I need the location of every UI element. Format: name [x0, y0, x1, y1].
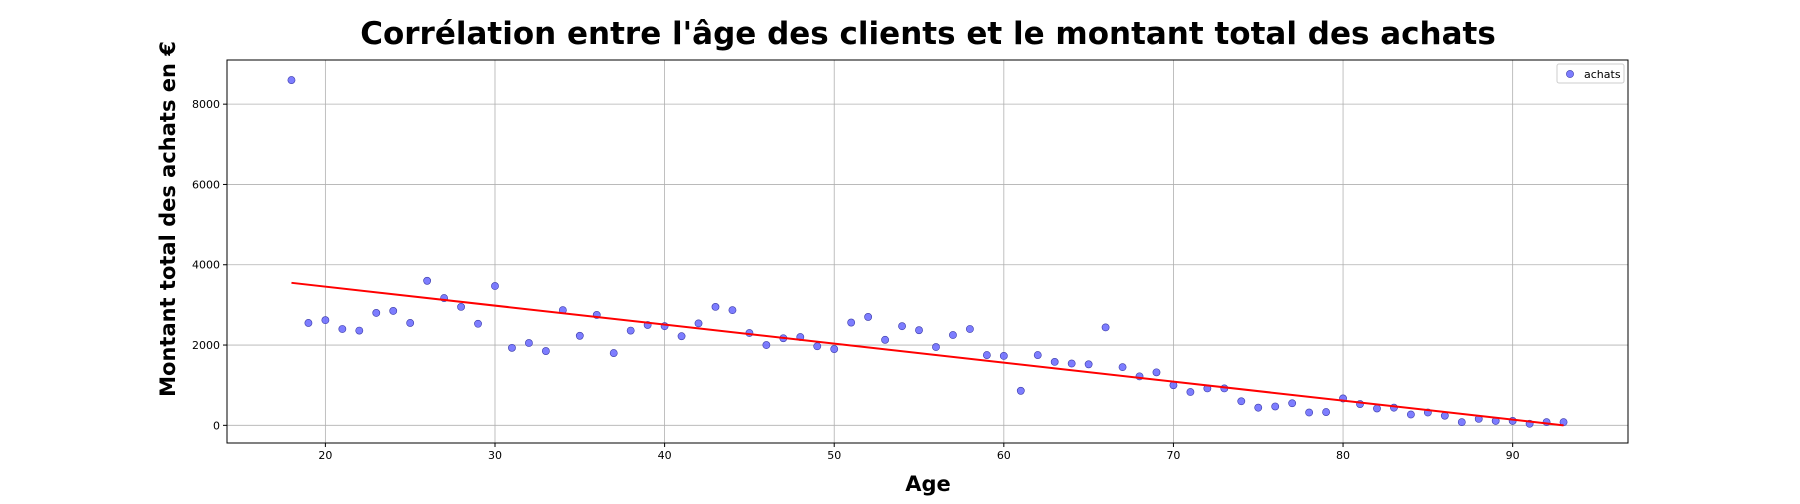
x-tick-label: 20 — [318, 449, 332, 462]
x-tick-label: 70 — [1166, 449, 1180, 462]
data-point — [915, 326, 923, 335]
data-point — [999, 351, 1008, 360]
data-point — [982, 351, 991, 359]
data-point — [321, 316, 330, 325]
data-point — [881, 335, 889, 344]
y-tick-label: 6000 — [192, 178, 220, 191]
data-point — [491, 282, 499, 290]
x-tick-label: 40 — [658, 449, 672, 462]
data-point — [457, 303, 465, 311]
data-point — [355, 326, 364, 335]
data-point — [423, 276, 432, 285]
data-point — [1186, 388, 1195, 396]
legend-box — [1556, 63, 1625, 84]
data-point — [932, 343, 940, 351]
plot-area: 20 30 40 50 60 70 80 90 0 2000 4000 6000 8000 achats — [192, 59, 1629, 462]
data-point — [1406, 410, 1415, 419]
data-point — [966, 325, 974, 333]
data-point — [338, 325, 347, 333]
data-point — [609, 349, 618, 357]
data-point — [1559, 418, 1568, 427]
data-point — [287, 76, 296, 84]
chart-title: Corrélation entre l'âge des clients et l… — [360, 16, 1496, 52]
data-point — [1084, 360, 1093, 369]
data-point — [304, 319, 313, 327]
data-point — [1373, 404, 1381, 413]
x-tick-label: 30 — [488, 449, 502, 462]
data-point — [762, 341, 771, 349]
data-point — [1457, 418, 1466, 427]
regression-line — [291, 281, 1564, 427]
data-point — [1254, 403, 1263, 412]
data-point — [898, 322, 906, 331]
data-point — [949, 331, 957, 339]
data-point — [1067, 359, 1076, 368]
data-point — [1050, 358, 1059, 366]
data-point — [677, 332, 686, 341]
data-point — [389, 307, 398, 315]
data-point — [1271, 402, 1280, 411]
x-tick-label: 80 — [1336, 449, 1350, 462]
x-tick-label: 90 — [1506, 449, 1520, 462]
y-tick-label: 4000 — [192, 259, 220, 272]
data-point — [1288, 399, 1297, 408]
data-point — [575, 331, 584, 340]
data-point — [1033, 351, 1042, 359]
data-point — [474, 319, 482, 328]
data-point — [847, 318, 856, 327]
data-point — [1305, 408, 1314, 417]
legend-marker — [1566, 70, 1574, 78]
data-point — [1322, 408, 1330, 416]
data-point — [1237, 397, 1246, 406]
x-tick-label: 60 — [997, 449, 1011, 462]
y-tick-label: 2000 — [192, 339, 220, 352]
data-point — [1101, 323, 1110, 332]
data-point — [626, 326, 635, 335]
data-point — [525, 339, 533, 347]
axes-frame — [226, 59, 1629, 444]
data-point — [541, 347, 550, 355]
data-point — [372, 309, 381, 317]
data-point — [1152, 368, 1161, 377]
data-point — [406, 319, 415, 327]
data-point — [694, 319, 703, 328]
y-tick-label: 8000 — [192, 98, 220, 111]
y-axis-label: Montant total des achats en € — [156, 41, 180, 397]
legend-label: achats — [1584, 68, 1621, 81]
data-point — [1118, 363, 1127, 372]
data-point — [830, 345, 839, 353]
x-tick-label: 50 — [827, 449, 841, 462]
y-tick-label: 0 — [213, 419, 220, 432]
x-axis-label: Age — [905, 472, 951, 496]
data-point — [508, 343, 516, 352]
data-point — [711, 303, 720, 311]
data-point — [728, 306, 737, 315]
data-point — [864, 313, 873, 321]
data-point — [1016, 386, 1025, 395]
data-point — [813, 342, 822, 351]
